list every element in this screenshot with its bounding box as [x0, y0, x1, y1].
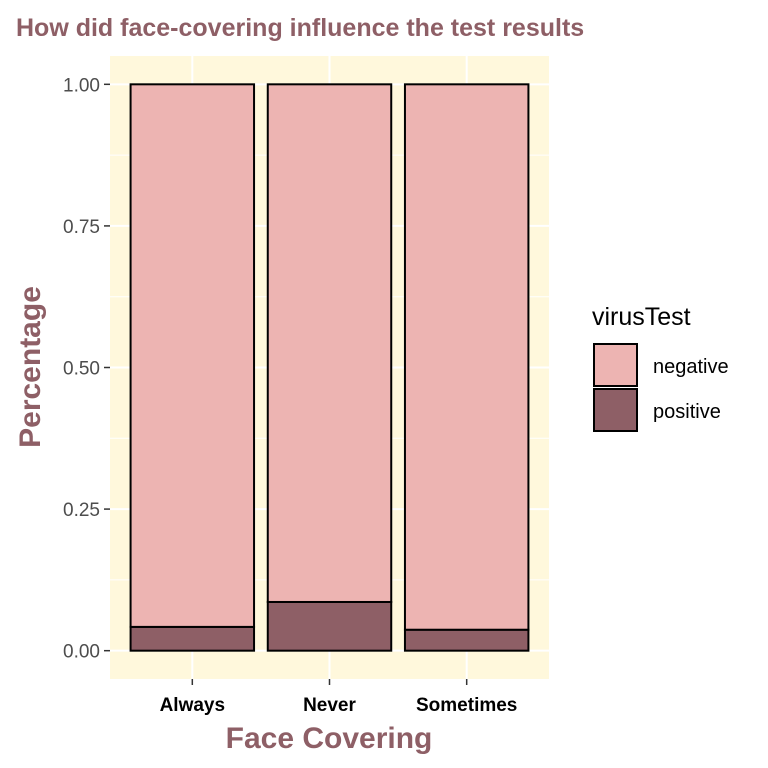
x-axis: Always Never Sometimes [160, 679, 517, 716]
bar-positive-sometimes [403, 628, 530, 652]
legend-label-positive: positive [653, 401, 721, 423]
legend: virusTest negative positive [592, 303, 729, 432]
y-axis: 0.00 0.25 0.50 0.75 1.00 [63, 75, 110, 663]
x-tick-label: Never [303, 695, 356, 716]
bar-negative-sometimes [403, 83, 530, 631]
legend-label-negative: negative [653, 356, 729, 378]
legend-title: virusTest [592, 303, 691, 331]
x-tick-label: Always [160, 695, 225, 716]
y-tick-label: 0.75 [63, 217, 100, 238]
chart-title: How did face-covering influence the test… [16, 14, 584, 42]
bar-negative-never [266, 83, 393, 603]
bar-negative-always [129, 83, 256, 628]
x-axis-title: Face Covering [226, 722, 433, 755]
legend-key-positive [593, 388, 638, 432]
legend-key-negative [593, 343, 638, 387]
bars [129, 83, 530, 652]
y-tick-label: 0.50 [63, 359, 100, 380]
y-tick-label: 0.00 [63, 642, 100, 663]
y-tick-label: 0.25 [63, 500, 100, 521]
y-tick-label: 1.00 [63, 75, 100, 96]
x-tick-label: Sometimes [416, 695, 517, 716]
bar-positive-never [266, 600, 393, 652]
y-axis-title: Percentage [14, 286, 47, 448]
bar-positive-always [129, 625, 256, 652]
